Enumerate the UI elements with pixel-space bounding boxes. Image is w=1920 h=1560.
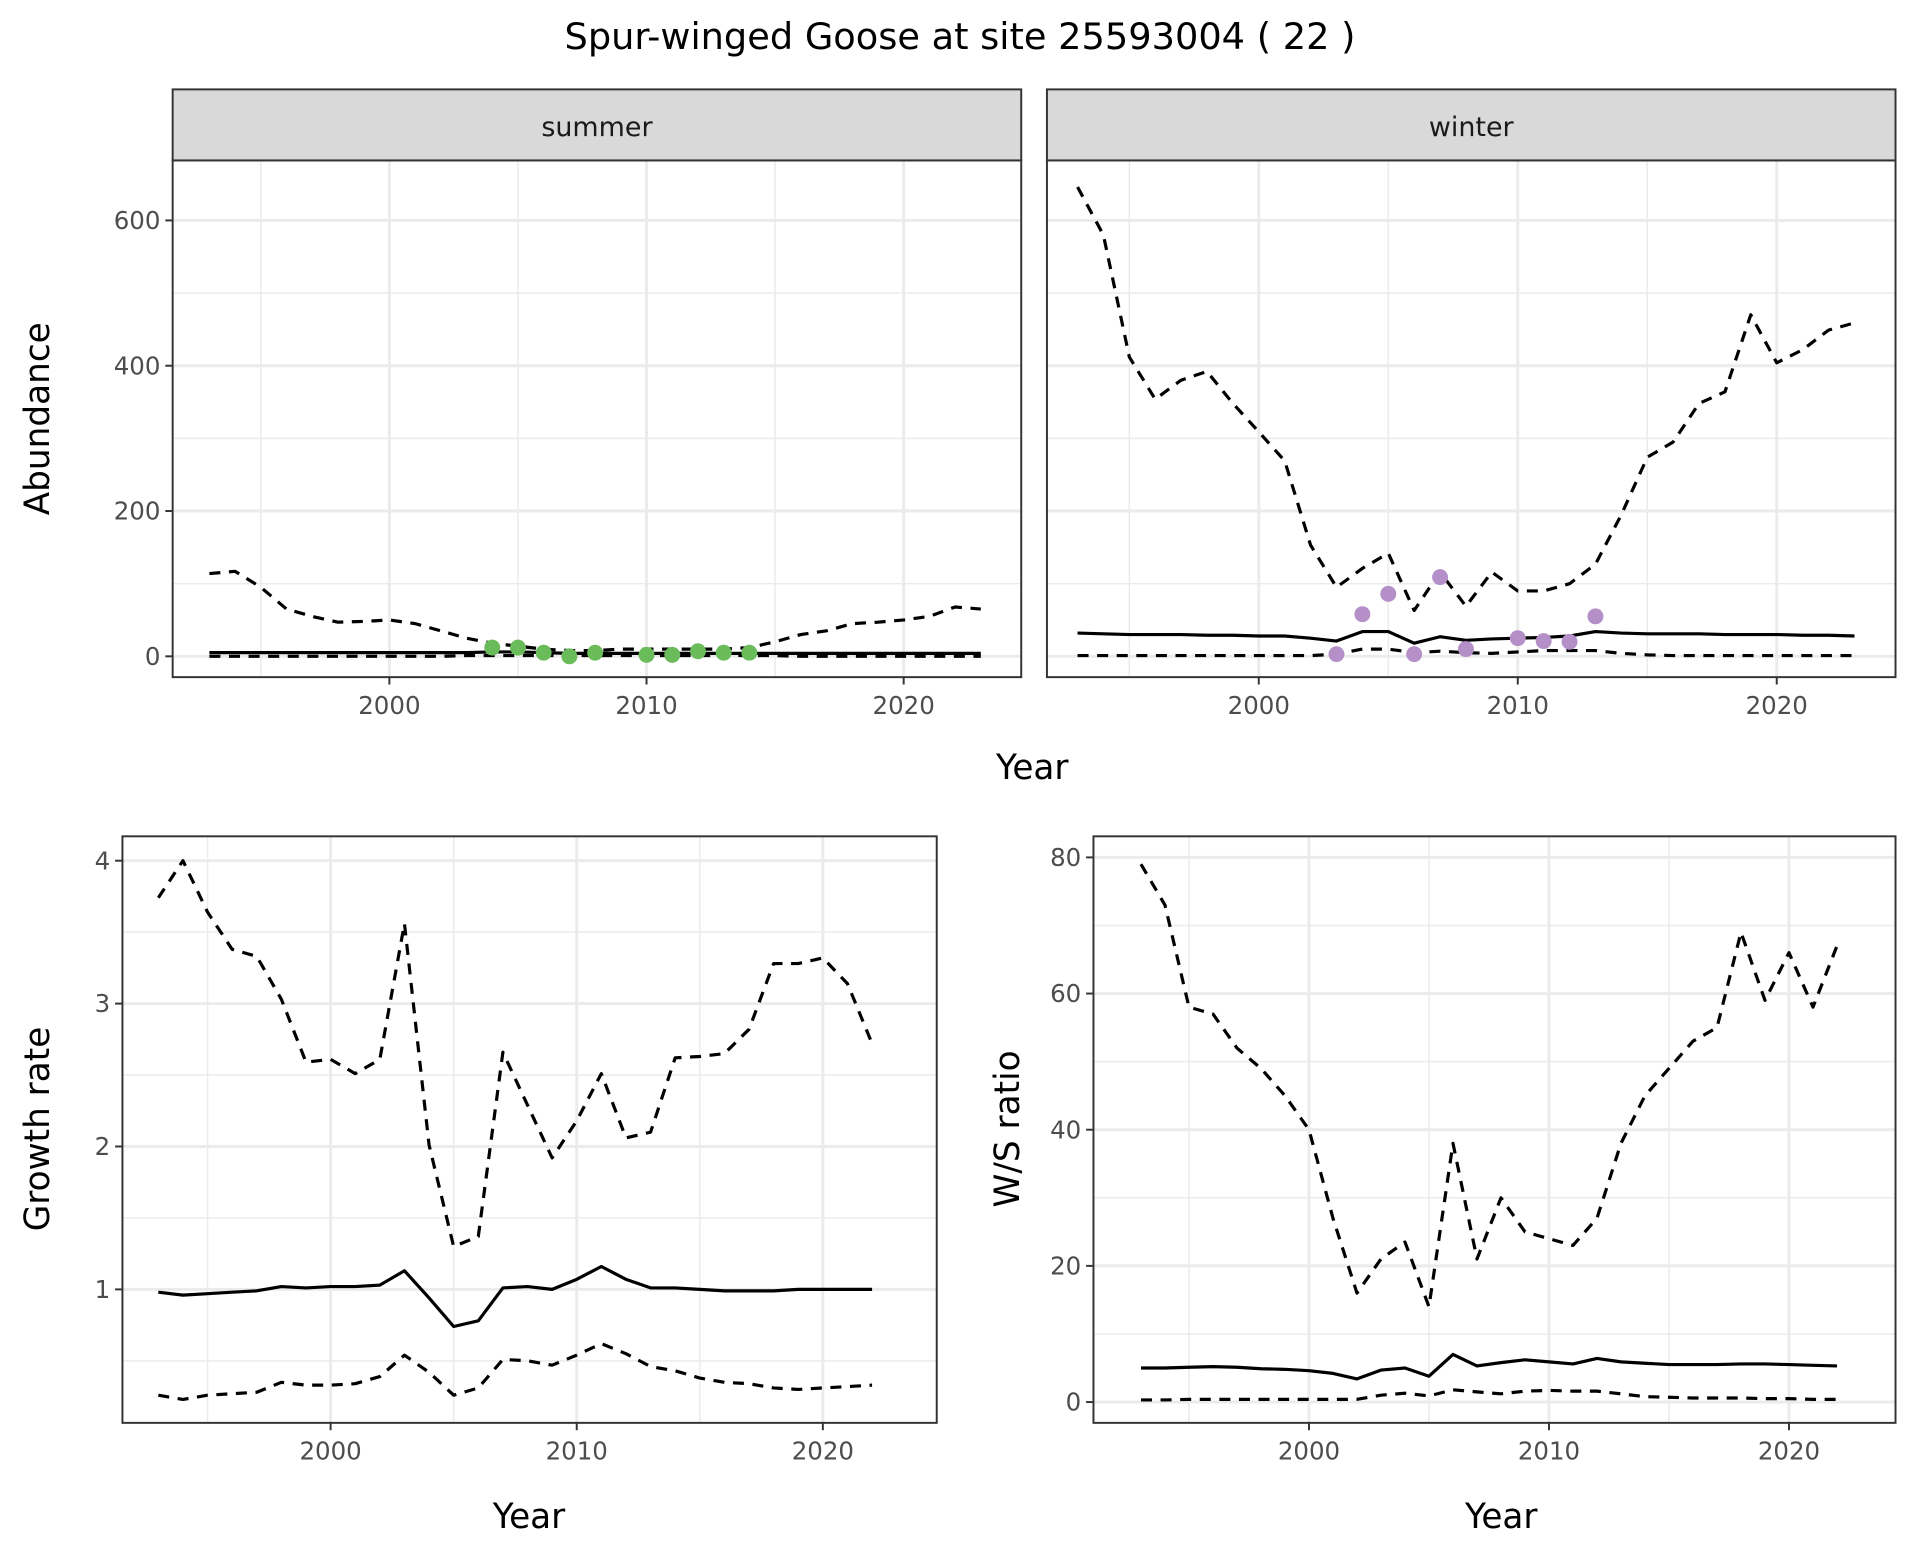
data-point bbox=[535, 644, 552, 661]
facet-strip-label: summer bbox=[541, 112, 653, 143]
x-tick-label: 2020 bbox=[1746, 691, 1808, 720]
y-tick-label: 3 bbox=[95, 989, 111, 1018]
plot-background bbox=[122, 836, 937, 1423]
series-line-lower bbox=[209, 654, 981, 658]
plot-background bbox=[172, 160, 1022, 678]
y-tick-label: 0 bbox=[1066, 1388, 1082, 1417]
data-point bbox=[741, 644, 758, 661]
data-point bbox=[1587, 608, 1604, 625]
data-point bbox=[690, 643, 706, 660]
x-tick-label: 2020 bbox=[873, 691, 935, 720]
data-point bbox=[510, 639, 526, 656]
y-tick-label: 200 bbox=[114, 497, 161, 526]
data-point bbox=[1328, 646, 1345, 663]
data-point bbox=[1561, 633, 1578, 650]
y-tick-label: 60 bbox=[1050, 979, 1081, 1008]
y-tick-label: 20 bbox=[1050, 1251, 1081, 1280]
plot-background bbox=[1046, 160, 1896, 678]
x-axis-title: Year bbox=[995, 748, 1069, 788]
x-tick-label: 2010 bbox=[546, 1437, 608, 1466]
data-point bbox=[1380, 585, 1397, 602]
data-point bbox=[561, 648, 578, 665]
data-point bbox=[1354, 606, 1371, 623]
data-point bbox=[1432, 569, 1449, 586]
series-line-upper bbox=[209, 569, 981, 653]
data-point bbox=[715, 644, 732, 661]
series-line-mean bbox=[1077, 630, 1855, 645]
y-axis-title: Abundance bbox=[18, 322, 58, 515]
y-tick-label: 40 bbox=[1050, 1115, 1081, 1144]
x-tick-label: 2020 bbox=[1758, 1437, 1820, 1466]
x-tick-label: 2020 bbox=[792, 1437, 854, 1466]
y-tick-label: 600 bbox=[114, 206, 161, 235]
series-line-upper bbox=[157, 859, 874, 1249]
x-tick-label: 2010 bbox=[1487, 691, 1549, 720]
series-line-mean bbox=[1140, 1352, 1838, 1381]
facet-strip-label: winter bbox=[1429, 112, 1515, 143]
panel-ratio: 2000 2010 2020 0 20 40 60 80 W/S ratio Year bbox=[988, 835, 1897, 1537]
data-point bbox=[1458, 641, 1474, 658]
y-tick-label: 400 bbox=[114, 351, 161, 380]
y-tick-label: 4 bbox=[95, 846, 111, 875]
series-line-upper bbox=[1076, 186, 1855, 613]
y-axis-title: W/S ratio bbox=[988, 1050, 1028, 1207]
data-point bbox=[1406, 646, 1423, 663]
x-axis-title: Year bbox=[1464, 1497, 1538, 1537]
data-point bbox=[1535, 633, 1552, 650]
data-point bbox=[638, 646, 655, 663]
series-line-mean bbox=[158, 1264, 873, 1329]
x-tick-label: 2000 bbox=[299, 1437, 361, 1466]
data-point bbox=[1509, 630, 1526, 647]
y-tick-label: 1 bbox=[95, 1275, 111, 1304]
series-line-lower bbox=[158, 1342, 873, 1402]
series-line-upper bbox=[1139, 863, 1839, 1309]
series-line-lower bbox=[1077, 647, 1855, 658]
y-tick-label: 0 bbox=[145, 642, 161, 671]
x-tick-label: 2010 bbox=[615, 691, 677, 720]
panel-summer: summer 2000 2010 2020 0 200 400 600 Abundance bbox=[18, 88, 1023, 720]
y-tick-label: 2 bbox=[95, 1132, 111, 1161]
facet-strip bbox=[1045, 88, 1897, 162]
chart-title: Spur-winged Goose at site 25593004 ( 22 … bbox=[565, 15, 1356, 58]
data-point bbox=[587, 644, 604, 661]
x-axis-title: Year bbox=[492, 1497, 566, 1537]
data-point bbox=[664, 646, 681, 663]
x-tick-label: 2000 bbox=[1278, 1437, 1340, 1466]
x-tick-label: 2000 bbox=[1228, 691, 1290, 720]
panel-border bbox=[121, 835, 938, 1424]
facet-strip bbox=[171, 88, 1023, 162]
data-point bbox=[484, 639, 501, 656]
y-tick-label: 80 bbox=[1050, 843, 1081, 872]
x-tick-label: 2000 bbox=[358, 691, 420, 720]
panel-growth: 2000 2010 2020 1 2 3 4 Growth rate Year bbox=[18, 835, 938, 1537]
x-tick-label: 2010 bbox=[1518, 1437, 1580, 1466]
panel-winter: winter 2000 2010 2020 Year bbox=[995, 88, 1897, 788]
y-axis-title: Growth rate bbox=[18, 1027, 58, 1232]
